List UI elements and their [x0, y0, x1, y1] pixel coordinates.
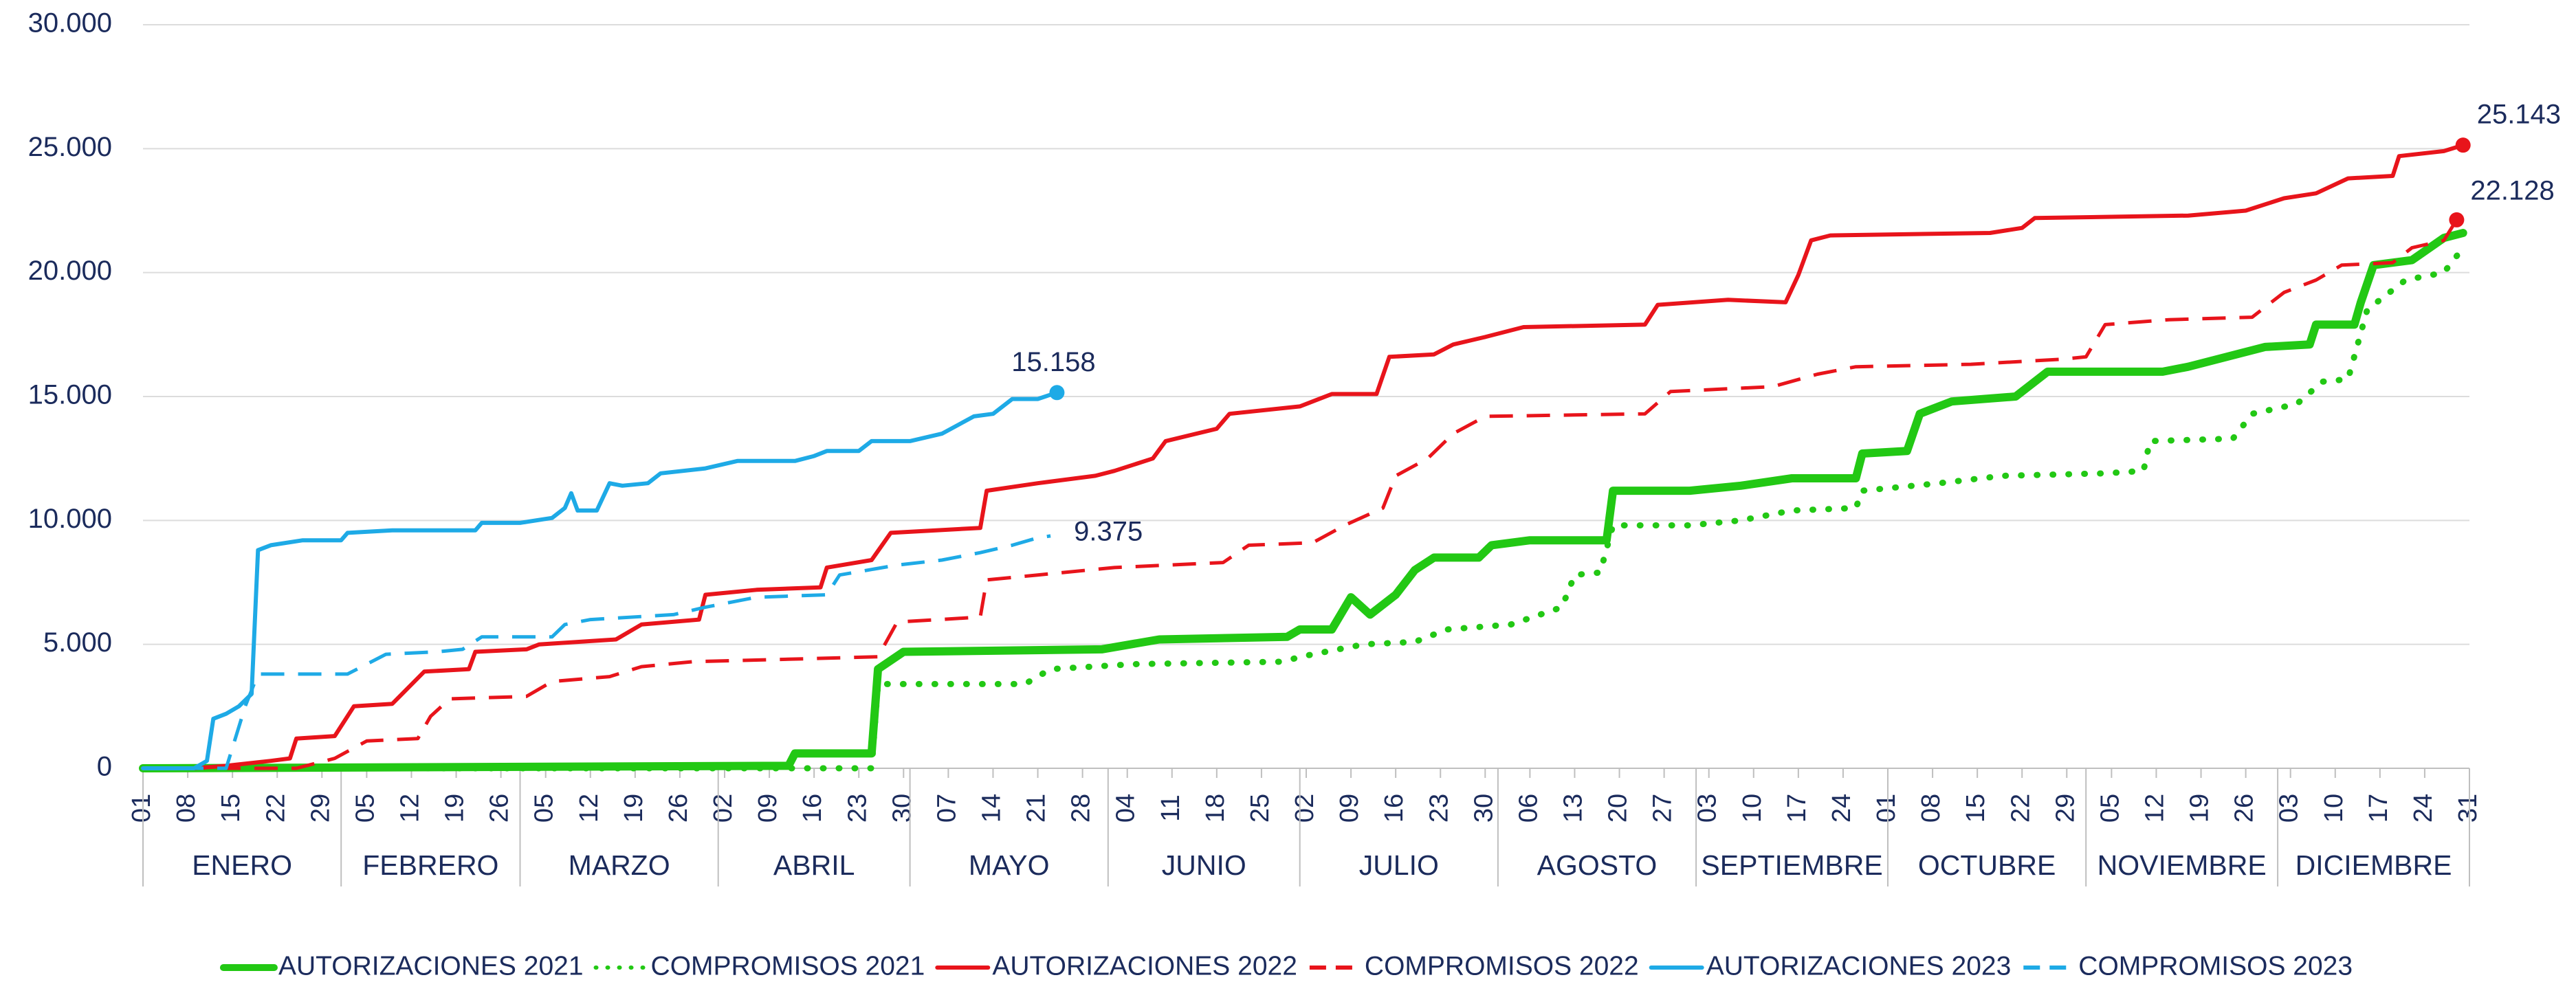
y-tick-label: 5.000 [43, 627, 112, 658]
x-tick-label: 26 [2230, 794, 2259, 823]
x-tick-label: 12 [2140, 794, 2169, 823]
x-tick-label: 26 [485, 794, 514, 823]
y-tick-label: 10.000 [28, 504, 112, 534]
x-tick-label: 01 [1872, 794, 1901, 823]
end-label: 15.158 [1011, 347, 1095, 377]
series-line [139, 229, 2467, 772]
x-tick-label: 08 [1917, 794, 1946, 823]
month-label: JULIO [1359, 849, 1439, 881]
y-tick-label: 20.000 [28, 256, 112, 286]
legend-label: COMPROMISOS 2021 [651, 951, 925, 981]
series-line [140, 245, 2467, 772]
x-tick-label: 12 [575, 794, 604, 823]
month-label: MAYO [969, 849, 1050, 881]
x-tick-label: 07 [932, 794, 961, 823]
x-tick-label: 01 [127, 794, 156, 823]
month-label: FEBRERO [362, 849, 498, 881]
x-tick-label: 31 [2454, 794, 2483, 823]
x-tick-label: 22 [2006, 794, 2035, 823]
month-label: SEPTIEMBRE [1701, 849, 1882, 881]
legend-label: COMPROMISOS 2023 [2078, 951, 2353, 981]
x-tick-label: 20 [1604, 794, 1633, 823]
x-tick-label: 25 [1246, 794, 1275, 823]
x-tick-label: 30 [888, 794, 916, 823]
x-tick-label: 17 [2364, 794, 2393, 823]
x-tick-label: 16 [798, 794, 827, 823]
x-tick-label: 13 [1559, 794, 1587, 823]
x-tick-label: 06 [1514, 794, 1543, 823]
legend-label: AUTORIZACIONES 2023 [1706, 951, 2012, 981]
x-tick-label: 30 [1469, 794, 1498, 823]
x-tick-label: 09 [753, 794, 782, 823]
x-tick-label: 05 [530, 794, 559, 823]
x-tick-label: 10 [1738, 794, 1767, 823]
month-label: OCTUBRE [1918, 849, 2056, 881]
month-label: JUNIO [1162, 849, 1246, 881]
month-label: ABRIL [773, 849, 855, 881]
series-line [141, 390, 1059, 770]
legend: AUTORIZACIONES 2021 COMPROMISOS 2021 AUTOR… [219, 951, 2353, 981]
x-tick-label: 11 [1156, 794, 1185, 821]
x-tick-label: 28 [1067, 794, 1096, 823]
x-tick-label: 19 [619, 794, 648, 823]
end-label: 22.128 [2470, 175, 2554, 205]
x-tick-label: 14 [977, 794, 1006, 823]
x-tick-label: 02 [1290, 794, 1319, 823]
x-tick-label: 03 [1693, 794, 1722, 823]
x-tick-label: 26 [664, 794, 693, 823]
x-tick-label: 04 [1112, 794, 1141, 823]
x-tick-label: 21 [1022, 794, 1051, 823]
y-tick-label: 25.000 [28, 132, 112, 162]
x-tick-label: 19 [2186, 794, 2214, 823]
x-tick-label: 02 [709, 794, 738, 823]
end-point [2455, 137, 2471, 153]
x-tick-label: 05 [351, 794, 379, 823]
legend-label: COMPROMISOS 2022 [1365, 951, 1639, 981]
x-tick-label: 16 [1380, 794, 1409, 823]
x-tick-label: 15 [217, 794, 245, 823]
x-tick-label: 09 [1335, 794, 1364, 823]
series-line [141, 143, 2465, 770]
x-tick-label: 27 [1649, 794, 1677, 823]
month-label: ENERO [192, 849, 292, 881]
month-label: MARZO [569, 849, 670, 881]
x-tick-label: 10 [2320, 794, 2348, 823]
month-label: DICIEMBRE [2296, 849, 2452, 881]
end-label: 25.143 [2477, 100, 2561, 130]
x-tick-label: 29 [2051, 794, 2080, 823]
y-tick-label: 30.000 [28, 8, 112, 38]
x-tick-label: 18 [1201, 794, 1230, 823]
end-point [2449, 212, 2465, 227]
x-tick-label: 19 [441, 794, 470, 823]
x-tick-label: 24 [1827, 794, 1856, 823]
y-tick-label: 0 [97, 752, 112, 782]
series-line [143, 534, 1051, 770]
x-tick-label: 22 [261, 794, 290, 823]
x-tick-label: 08 [172, 794, 201, 823]
end-label: 9.375 [1074, 516, 1143, 546]
x-tick-label: 23 [843, 794, 872, 823]
x-tick-label: 03 [2275, 794, 2304, 823]
x-tick-label: 15 [1961, 794, 1990, 823]
month-label: NOVIEMBRE [2098, 849, 2267, 881]
x-tick-label: 17 [1783, 794, 1812, 823]
y-tick-label: 15.000 [28, 380, 112, 410]
legend-label: AUTORIZACIONES 2022 [992, 951, 1297, 981]
series-line [143, 219, 2458, 770]
x-tick-label: 23 [1424, 794, 1453, 823]
x-tick-label: 24 [2409, 794, 2438, 823]
x-tick-label: 12 [395, 794, 424, 823]
x-tick-label: 29 [306, 794, 335, 823]
end-point [1049, 385, 1065, 401]
month-label: AGOSTO [1537, 849, 1658, 881]
x-tick-label: 05 [2095, 794, 2124, 823]
legend-label: AUTORIZACIONES 2021 [278, 951, 584, 981]
